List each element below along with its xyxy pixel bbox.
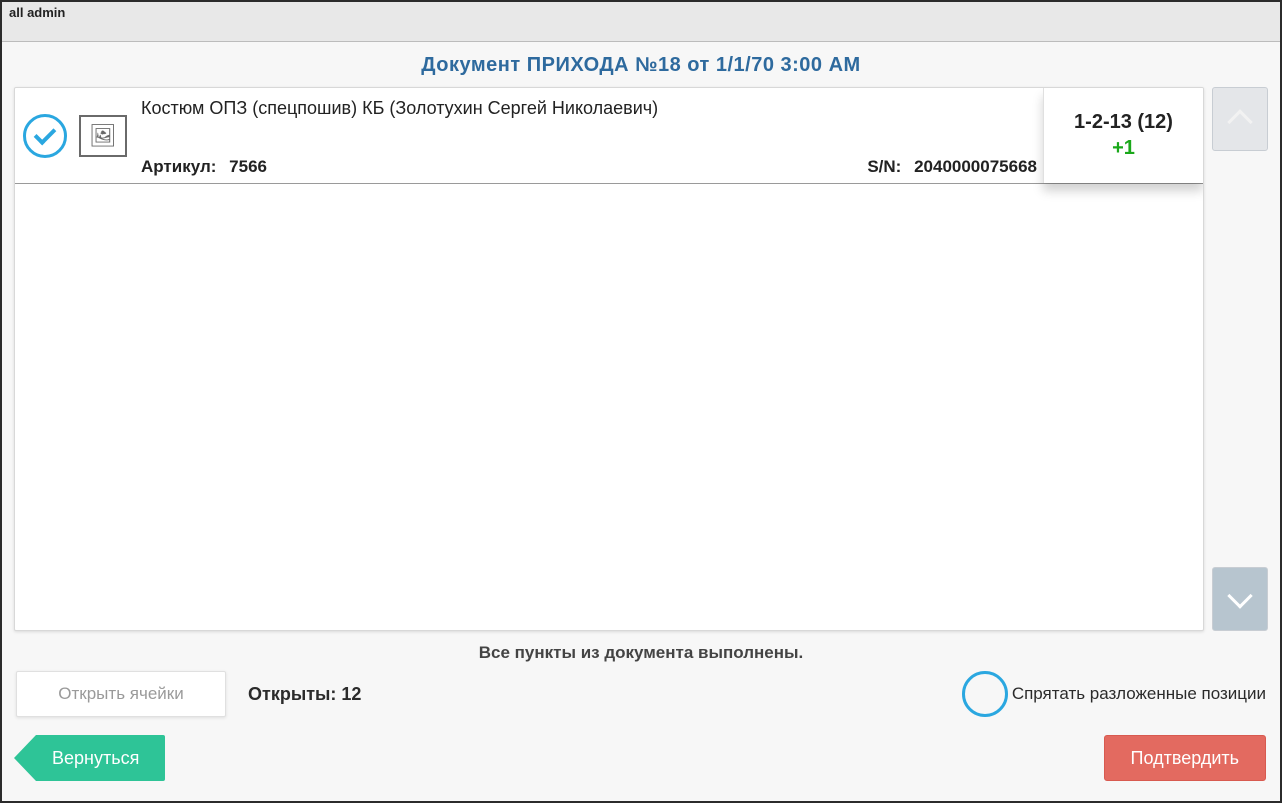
list-area: 🖼 Костюм ОПЗ (спецпошив) КБ (Золотухин С… [14,87,1268,631]
window-title: all admin [9,5,65,20]
article-value: 7566 [229,157,267,176]
open-cells-button[interactable]: Открыть ячейки [16,671,226,717]
content-area: Документ ПРИХОДА №18 от 1/1/70 3:00 AM 🖼… [2,42,1280,801]
item-check-icon [15,88,75,183]
radio-unchecked-icon [962,671,1008,717]
item-main: Костюм ОПЗ (спецпошив) КБ (Золотухин Сер… [131,88,1043,183]
item-cell-badge: 1-2-13 (12) +1 [1043,88,1203,183]
back-button-label: Вернуться [36,735,165,781]
sn-value: 2040000075668 [914,157,1037,176]
bottom-actions: Вернуться Подтвердить [14,735,1268,789]
hide-positions-toggle[interactable]: Спрятать разложенные позиции [962,671,1266,717]
page-title: Документ ПРИХОДА №18 от 1/1/70 3:00 AM [14,54,1268,77]
back-button[interactable]: Вернуться [14,735,165,781]
controls-row: Открыть ячейки Открыты: 12 Спрятать разл… [14,671,1268,717]
hide-positions-label: Спрятать разложенные позиции [1012,684,1266,704]
item-bottom-line: Артикул: 7566 S/N: 2040000075668 [141,157,1037,177]
opened-count: Открыты: 12 [248,684,361,705]
item-list-panel: 🖼 Костюм ОПЗ (спецпошив) КБ (Золотухин С… [14,87,1204,631]
item-name: Костюм ОПЗ (спецпошив) КБ (Золотухин Сер… [141,98,1037,120]
item-thumbnail-placeholder: 🖼 [75,88,131,183]
item-delta: +1 [1112,137,1135,160]
sn-label: S/N: [867,157,901,176]
scroll-up-button[interactable] [1212,87,1268,151]
image-placeholder-icon: 🖼 [89,123,117,149]
item-cell-code: 1-2-13 (12) [1074,111,1173,134]
list-item[interactable]: 🖼 Костюм ОПЗ (спецпошив) КБ (Золотухин С… [15,88,1203,184]
confirm-button[interactable]: Подтвердить [1104,735,1266,781]
window-titlebar: all admin [2,2,1280,42]
opened-label: Открыты: [248,684,336,704]
opened-value: 12 [341,684,361,704]
arrow-left-icon [14,735,36,781]
chevron-down-icon [1227,583,1252,608]
status-all-done: Все пункты из документа выполнены. [14,643,1268,663]
article-label: Артикул: [141,157,216,176]
scroll-down-button[interactable] [1212,567,1268,631]
scroll-column [1212,87,1268,631]
chevron-up-icon [1227,109,1252,134]
list-empty-area [15,184,1203,630]
